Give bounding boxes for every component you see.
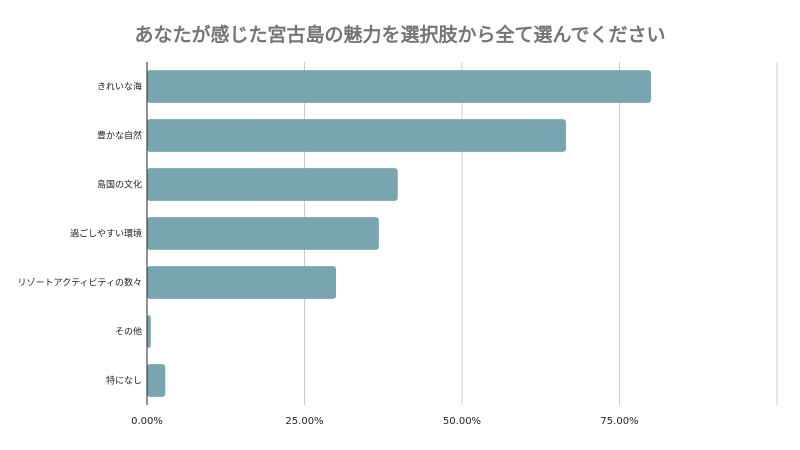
category-label-6: その他 [115,326,142,338]
category-label-2: 豊かな自然 [97,130,142,142]
x-tick-label-1: 0.00% [131,416,163,427]
bar-5 [147,266,336,299]
x-tick-label-3: 50.00% [443,416,481,427]
category-label-7: 特になし [106,375,142,387]
x-tick-label-2: 25.00% [285,416,323,427]
category-label-5: リゾートアクティビティの数々 [18,277,142,289]
bar-3 [147,168,398,201]
category-label-1: きれいな海 [97,81,142,93]
chart-title: あなたが感じた宮古島の魅力を選択肢から全て選んでください [134,24,666,46]
x-tick-label-4: 75.00% [600,416,638,427]
bar-6 [147,315,151,348]
bar-7 [147,364,166,397]
bar-2 [147,119,566,152]
bar-4 [147,217,379,250]
category-label-4: 過ごしやすい環境 [70,228,142,240]
category-label-3: 島国の文化 [97,179,142,191]
bar-1 [147,70,651,103]
